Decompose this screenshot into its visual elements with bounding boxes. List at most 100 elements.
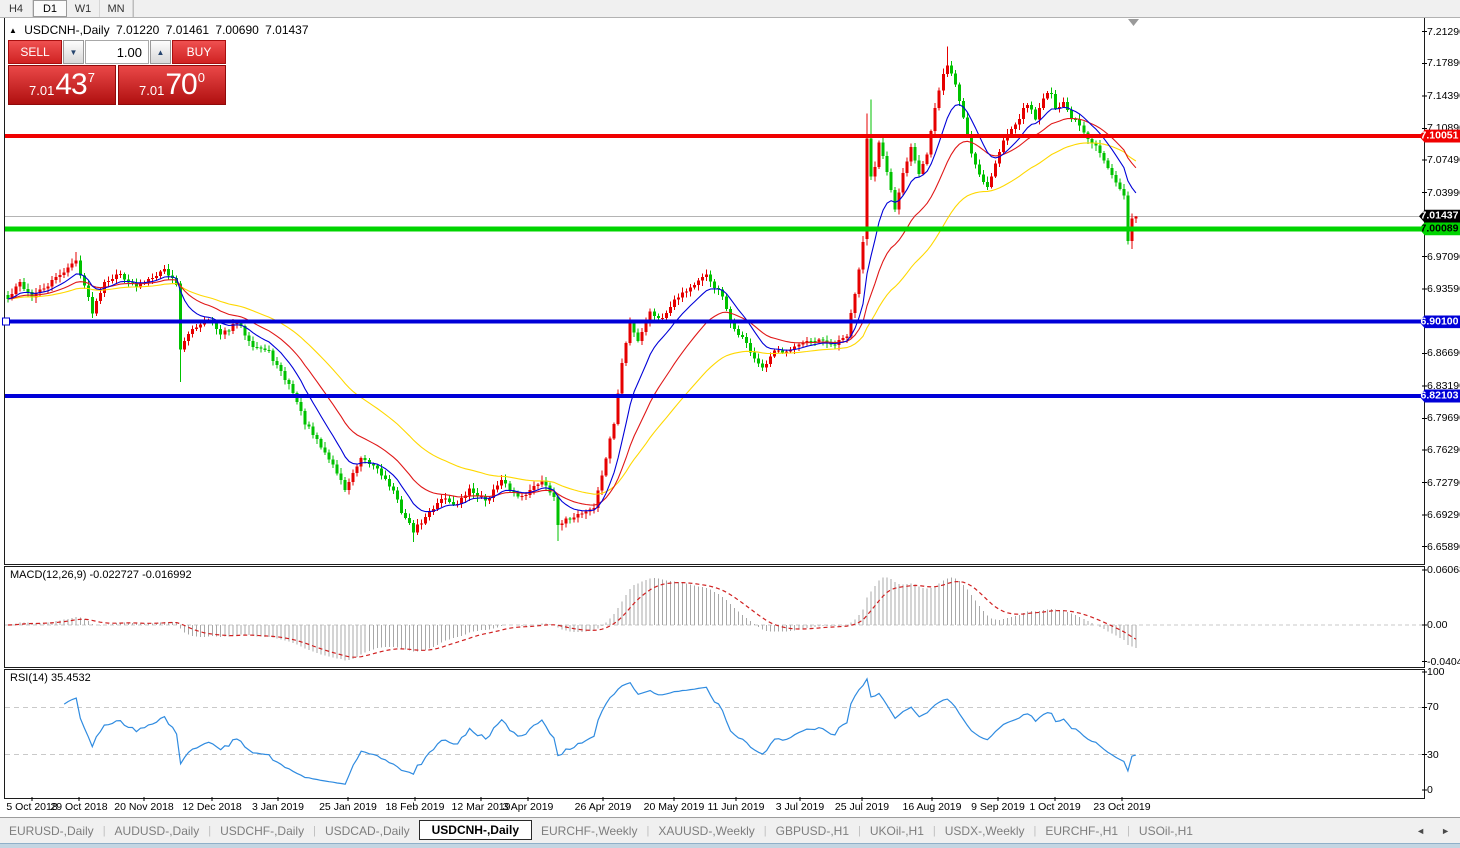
buy-price-panel[interactable]: 7.01 70 0 bbox=[118, 65, 226, 105]
chart-title: ▲ USDCNH-,Daily 7.01220 7.01461 7.00690 … bbox=[9, 23, 312, 37]
tab-separator: | bbox=[208, 825, 212, 837]
tab-separator: | bbox=[102, 825, 106, 837]
ohlc-close: 7.01437 bbox=[265, 23, 309, 37]
chart-tab-eurusd-daily[interactable]: EURUSD-,Daily bbox=[9, 824, 94, 838]
tab-separator: | bbox=[763, 825, 767, 837]
date-label: 16 Aug 2019 bbox=[902, 801, 962, 813]
price-tick-label: 6.79690 bbox=[1427, 412, 1460, 425]
date-label: 3 Apr 2019 bbox=[502, 801, 554, 813]
chart-tab-audusd-daily[interactable]: AUDUSD-,Daily bbox=[114, 824, 200, 838]
chart-tab-gbpusd-h1[interactable]: GBPUSD-,H1 bbox=[775, 824, 849, 838]
rsi-axis-label: 30 bbox=[1427, 748, 1439, 761]
chart-tab-bar: EURUSD-,Daily | AUDUSD-,Daily | USDCHF-,Dail… bbox=[0, 817, 1460, 844]
tab-separator: | bbox=[313, 825, 316, 837]
price-tick-label: 7.17890 bbox=[1427, 57, 1460, 70]
sell-price-big-digits: 43 bbox=[55, 68, 87, 101]
timeframe-button-mn[interactable]: MN bbox=[100, 0, 133, 17]
buy-price-prefix: 7.01 bbox=[139, 83, 165, 98]
ohlc-open: 7.01220 bbox=[115, 23, 160, 37]
tab-scroll-left-icon[interactable]: ◄ bbox=[1416, 826, 1426, 836]
timeframe-button-h4[interactable]: H4 bbox=[0, 0, 33, 17]
price-line-label: 7.10051 bbox=[1419, 129, 1460, 143]
date-label: 25 Jan 2019 bbox=[319, 801, 377, 813]
price-tick-label: 6.72790 bbox=[1427, 476, 1460, 489]
chart-tab-usdchf-daily[interactable]: USDCHF-,Daily bbox=[220, 824, 305, 838]
date-label: 12 Mar 2019 bbox=[451, 801, 511, 813]
price-line-label: 7.00089 bbox=[1419, 222, 1460, 236]
price-tick-label: 6.76290 bbox=[1427, 444, 1460, 457]
chart-tab-usdx-weekly[interactable]: USDX-,Weekly bbox=[944, 824, 1025, 838]
buy-button[interactable]: BUY bbox=[172, 40, 226, 64]
macd-axis-label: 0.00 bbox=[1427, 619, 1448, 631]
rsi-label: RSI(14) 35.4532 bbox=[10, 672, 91, 684]
volume-decrement-button[interactable]: ▼ bbox=[63, 40, 84, 64]
tab-separator: | bbox=[1127, 825, 1130, 837]
macd-main-value: -0.022727 bbox=[89, 569, 140, 581]
sell-price-pip-digit: 7 bbox=[87, 70, 95, 85]
window-bottom-edge bbox=[0, 843, 1460, 848]
rsi-axis-label: 100 bbox=[1427, 666, 1445, 678]
date-label: 18 Feb 2019 bbox=[385, 801, 445, 813]
price-tick-label: 6.86690 bbox=[1427, 347, 1460, 360]
tab-separator: | bbox=[858, 825, 861, 837]
ohlc-low: 7.00690 bbox=[215, 23, 259, 37]
chart-tab-eurchf-h1[interactable]: EURCHF-,H1 bbox=[1045, 824, 1119, 838]
price-tick-label: 6.69290 bbox=[1427, 509, 1460, 522]
date-label: 12 Dec 2018 bbox=[182, 801, 242, 813]
chart-tab-ukoil-h1[interactable]: UKOil-,H1 bbox=[869, 824, 924, 838]
sell-price-panel[interactable]: 7.01 43 7 bbox=[8, 65, 116, 105]
chart-tab-usoil-h1[interactable]: USOil-,H1 bbox=[1138, 824, 1193, 838]
rsi-value: 35.4532 bbox=[50, 672, 91, 684]
buy-price-pip-digit: 0 bbox=[197, 70, 205, 85]
date-label: 5 Oct 2018 bbox=[6, 801, 58, 813]
rsi-axis-label: 0 bbox=[1427, 784, 1433, 796]
chart-tab-usdcnh-daily[interactable]: USDCNH-,Daily bbox=[418, 820, 532, 840]
tab-scroll-right-icon[interactable]: ► bbox=[1441, 826, 1450, 836]
date-label: 11 Jun 2019 bbox=[707, 801, 765, 813]
price-line-label: 6.82103 bbox=[1419, 389, 1460, 403]
price-tick-label: 7.03990 bbox=[1427, 186, 1460, 199]
toolbar-separator bbox=[133, 0, 134, 17]
macd-axis-label: 0.060687 bbox=[1427, 563, 1460, 576]
volume-increment-button[interactable]: ▲ bbox=[150, 40, 171, 64]
price-line-label: 6.90100 bbox=[1419, 315, 1460, 329]
tab-scroll-controls: ◄ ► bbox=[1416, 826, 1450, 836]
price-tick-label: 6.65890 bbox=[1427, 540, 1460, 553]
date-label: 26 Apr 2019 bbox=[574, 801, 632, 813]
one-click-trading-widget: SELL ▼ ▲ BUY 7.01 43 7 7.01 70 0 bbox=[8, 40, 226, 105]
macd-label: MACD(12,26,9) -0.022727 -0.016992 bbox=[10, 569, 192, 581]
chart-symbol-label: USDCNH-,Daily bbox=[24, 23, 110, 37]
timeframe-toolbar: H4 D1 W1 MN bbox=[0, 0, 1460, 18]
date-label: 20 Nov 2018 bbox=[114, 801, 174, 813]
date-label: 20 May 2019 bbox=[643, 801, 705, 813]
collapse-triangle-icon[interactable]: ▲ bbox=[9, 26, 17, 35]
tab-separator: | bbox=[646, 825, 650, 837]
chart-tab-eurchf-weekly[interactable]: EURCHF-,Weekly bbox=[541, 824, 638, 838]
price-line-label: 7.01437 bbox=[1419, 209, 1460, 223]
date-label: 1 Oct 2019 bbox=[1029, 801, 1081, 813]
chart-tab-xauusd-weekly[interactable]: XAUUSD-,Weekly bbox=[658, 824, 755, 838]
buy-price-big-digits: 70 bbox=[165, 68, 197, 101]
price-tick-label: 6.93590 bbox=[1427, 283, 1460, 296]
tab-separator: | bbox=[1033, 825, 1037, 837]
price-tick-label: 6.97090 bbox=[1427, 250, 1460, 263]
volume-input[interactable] bbox=[85, 40, 149, 64]
rsi-name: RSI(14) bbox=[10, 672, 48, 684]
date-label: 23 Oct 2019 bbox=[1093, 801, 1151, 813]
ohlc-high: 7.01461 bbox=[165, 23, 210, 37]
price-axis[interactable]: 7.212907.178907.143907.108907.074907.039… bbox=[1419, 0, 1460, 847]
sell-button[interactable]: SELL bbox=[8, 40, 62, 64]
chevron-down-icon: ▼ bbox=[69, 47, 78, 57]
timeframe-button-d1[interactable]: D1 bbox=[33, 0, 67, 17]
price-tick-label: 7.14390 bbox=[1427, 89, 1460, 102]
price-tick-label: 6.83190 bbox=[1427, 379, 1460, 392]
tab-separator: | bbox=[932, 825, 936, 837]
price-tick-label: 7.07490 bbox=[1427, 153, 1460, 166]
date-label: 3 Jul 2019 bbox=[775, 801, 825, 813]
chart-tab-usdcad-daily[interactable]: USDCAD-,Daily bbox=[324, 824, 410, 838]
timeframe-button-w1[interactable]: W1 bbox=[67, 0, 100, 17]
rsi-panel[interactable] bbox=[4, 669, 1425, 799]
chevron-up-icon: ▲ bbox=[156, 47, 165, 57]
sell-price-prefix: 7.01 bbox=[29, 83, 55, 98]
